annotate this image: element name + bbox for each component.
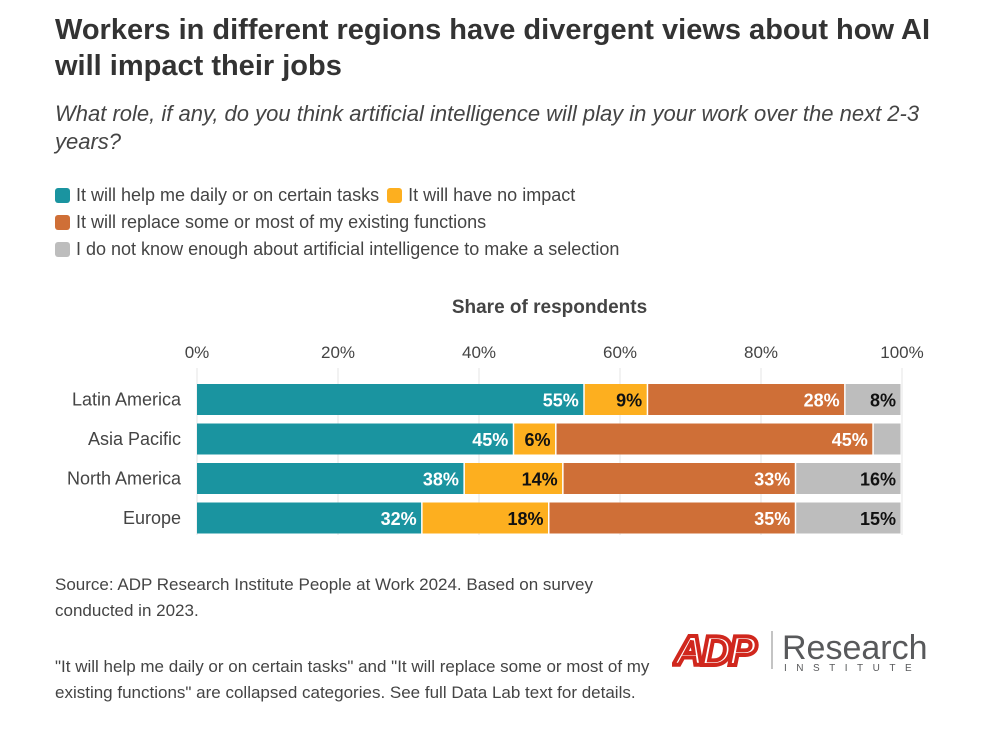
x-axis-title: Share of respondents bbox=[451, 297, 648, 318]
data-label: 55% bbox=[543, 391, 579, 411]
legend-label: I do not know enough about artificial in… bbox=[76, 239, 620, 259]
bar-segment bbox=[197, 384, 584, 415]
bar-segment bbox=[556, 423, 873, 455]
data-label: 16% bbox=[860, 470, 896, 490]
bar-segment bbox=[422, 502, 548, 534]
bar-segment bbox=[796, 463, 901, 494]
legend: It will help me daily or on certain task… bbox=[55, 182, 627, 263]
x-tick-label: 20% bbox=[321, 343, 355, 362]
legend-label: It will have no impact bbox=[408, 185, 576, 205]
legend-swatch bbox=[55, 215, 70, 230]
legend-item-help: It will help me daily or on certain task… bbox=[55, 182, 379, 209]
x-tick-label: 40% bbox=[462, 343, 496, 362]
data-label: 45% bbox=[472, 430, 508, 450]
category-label: Latin America bbox=[72, 390, 182, 410]
category-label: Europe bbox=[123, 508, 181, 528]
data-label: 14% bbox=[522, 470, 558, 490]
footnote: "It will help me daily or on certain tas… bbox=[55, 657, 650, 702]
source-note: Source: ADP Research Institute People at… bbox=[55, 575, 594, 620]
bar-segment bbox=[197, 463, 464, 494]
data-label: 9% bbox=[616, 391, 642, 411]
bar-segment bbox=[549, 502, 795, 534]
data-label: 45% bbox=[832, 430, 868, 450]
bar-segment bbox=[796, 502, 901, 534]
data-label: 32% bbox=[381, 509, 417, 529]
chart-subtitle: What role, if any, do you think artifici… bbox=[55, 101, 920, 154]
bar-segment bbox=[197, 423, 513, 455]
data-label: 15% bbox=[860, 509, 896, 529]
legend-swatch bbox=[55, 242, 70, 257]
category-label: North America bbox=[67, 469, 182, 489]
data-label: 33% bbox=[754, 470, 790, 490]
legend-label: It will replace some or most of my exist… bbox=[76, 212, 487, 232]
bar-segment bbox=[845, 384, 901, 415]
bar-segment bbox=[464, 463, 563, 494]
adp-research-logo: ADP Research INSTITUTE bbox=[672, 625, 928, 675]
legend-swatch bbox=[387, 188, 403, 203]
data-label: 18% bbox=[507, 509, 543, 529]
bar-segment bbox=[584, 384, 647, 415]
legend-swatch bbox=[55, 188, 70, 203]
legend-item-replace: It will replace some or most of my exist… bbox=[55, 209, 486, 236]
data-label: 35% bbox=[754, 509, 790, 529]
data-label: 38% bbox=[423, 470, 459, 490]
data-label: 28% bbox=[804, 391, 840, 411]
bar-segment bbox=[197, 502, 422, 534]
legend-item-dont-know: I do not know enough about artificial in… bbox=[55, 236, 619, 263]
bar-segment bbox=[648, 384, 845, 415]
bar-segment bbox=[563, 463, 795, 494]
svg-text:Research: Research bbox=[782, 629, 928, 667]
legend-item-no-impact: It will have no impact bbox=[387, 182, 575, 209]
svg-text:INSTITUTE: INSTITUTE bbox=[784, 663, 921, 674]
legend-label: It will help me daily or on certain task… bbox=[76, 185, 380, 205]
chart-title: Workers in different regions have diverg… bbox=[55, 14, 931, 82]
bar-chart: 0% 20% 40% 60% 80% 100% Latin America 55% 9% 28% 8… bbox=[67, 343, 924, 535]
x-tick-label: 80% bbox=[744, 343, 778, 362]
x-tick-label: 100% bbox=[880, 343, 923, 362]
bar-segment bbox=[514, 423, 556, 455]
category-label: Asia Pacific bbox=[88, 429, 181, 449]
data-label: 6% bbox=[525, 430, 551, 450]
svg-text:ADP: ADP bbox=[673, 627, 758, 674]
data-label: 8% bbox=[870, 391, 896, 411]
bar-segment bbox=[873, 423, 901, 455]
x-tick-label: 60% bbox=[603, 343, 637, 362]
x-tick-label: 0% bbox=[185, 343, 210, 362]
